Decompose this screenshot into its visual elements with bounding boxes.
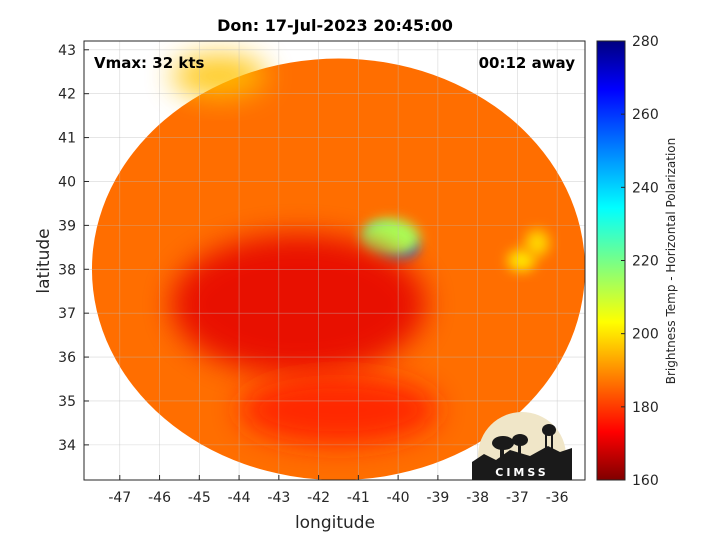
colorbar xyxy=(596,40,626,481)
x-tick-label: -38 xyxy=(466,490,489,506)
x-tick-label: -39 xyxy=(426,490,449,506)
x-tick-label: -46 xyxy=(148,490,171,506)
y-tick-label: 38 xyxy=(58,262,76,278)
colorbar-tick-label: 220 xyxy=(632,254,659,270)
y-tick-label: 43 xyxy=(58,43,76,59)
colorbar-tick-label: 280 xyxy=(632,34,659,50)
colorbar-ticks: 160 180 200 220 240 260 280 xyxy=(621,34,659,489)
y-tick-label: 40 xyxy=(58,174,76,190)
y-tick-label: 37 xyxy=(58,306,76,322)
y-tick-label: 36 xyxy=(58,350,76,366)
feature-warm-spiral xyxy=(171,234,426,375)
feature-warm-south xyxy=(239,374,438,445)
y-tick-label: 39 xyxy=(58,218,76,234)
x-tick-label: -47 xyxy=(108,490,131,506)
grid xyxy=(84,41,585,480)
colorbar-tick-label: 260 xyxy=(632,107,659,123)
colorbar-tick-label: 180 xyxy=(632,400,659,416)
feature-cool-east-2 xyxy=(525,229,550,257)
feature-cool-east-1 xyxy=(507,249,536,272)
x-axis-ticks: -47 -46 -45 -44 -43 -42 -41 -40 -39 -38 -37 -36 xyxy=(108,475,569,506)
x-tick-label: -40 xyxy=(387,490,410,506)
x-tick-label: -45 xyxy=(188,490,211,506)
x-tick-label: -41 xyxy=(347,490,370,506)
plot-frame xyxy=(83,40,586,481)
y-tick-label: 34 xyxy=(58,438,76,454)
y-tick-label: 41 xyxy=(58,131,76,147)
y-axis-ticks: 34 35 36 37 38 39 40 41 42 43 xyxy=(58,43,89,454)
colorbar-tick-label: 240 xyxy=(632,180,659,196)
x-tick-label: -42 xyxy=(307,490,330,506)
cimss-logo: CIMSS xyxy=(472,412,572,480)
colorbar-label: Brightness Temp - Horizontal Polarizatio… xyxy=(664,138,678,385)
x-tick-label: -36 xyxy=(546,490,569,506)
vmax-annotation: Vmax: 32 kts xyxy=(94,54,204,72)
chart-title: Don: 17-Jul-2023 20:45:00 xyxy=(217,16,453,35)
x-tick-label: -44 xyxy=(228,490,251,506)
x-tick-label: -37 xyxy=(506,490,529,506)
time-away-annotation: 00:12 away xyxy=(479,54,576,72)
y-tick-label: 42 xyxy=(58,87,76,103)
feature-cool-northwest xyxy=(171,54,267,99)
colorbar-tick-label: 160 xyxy=(632,473,659,489)
x-axis-label: longitude xyxy=(295,513,375,533)
y-tick-label: 35 xyxy=(58,394,76,410)
colorbar-tick-label: 200 xyxy=(632,327,659,343)
y-axis-label: latitude xyxy=(34,228,54,293)
x-tick-label: -43 xyxy=(267,490,290,506)
cimss-logo-text: CIMSS xyxy=(495,466,548,479)
